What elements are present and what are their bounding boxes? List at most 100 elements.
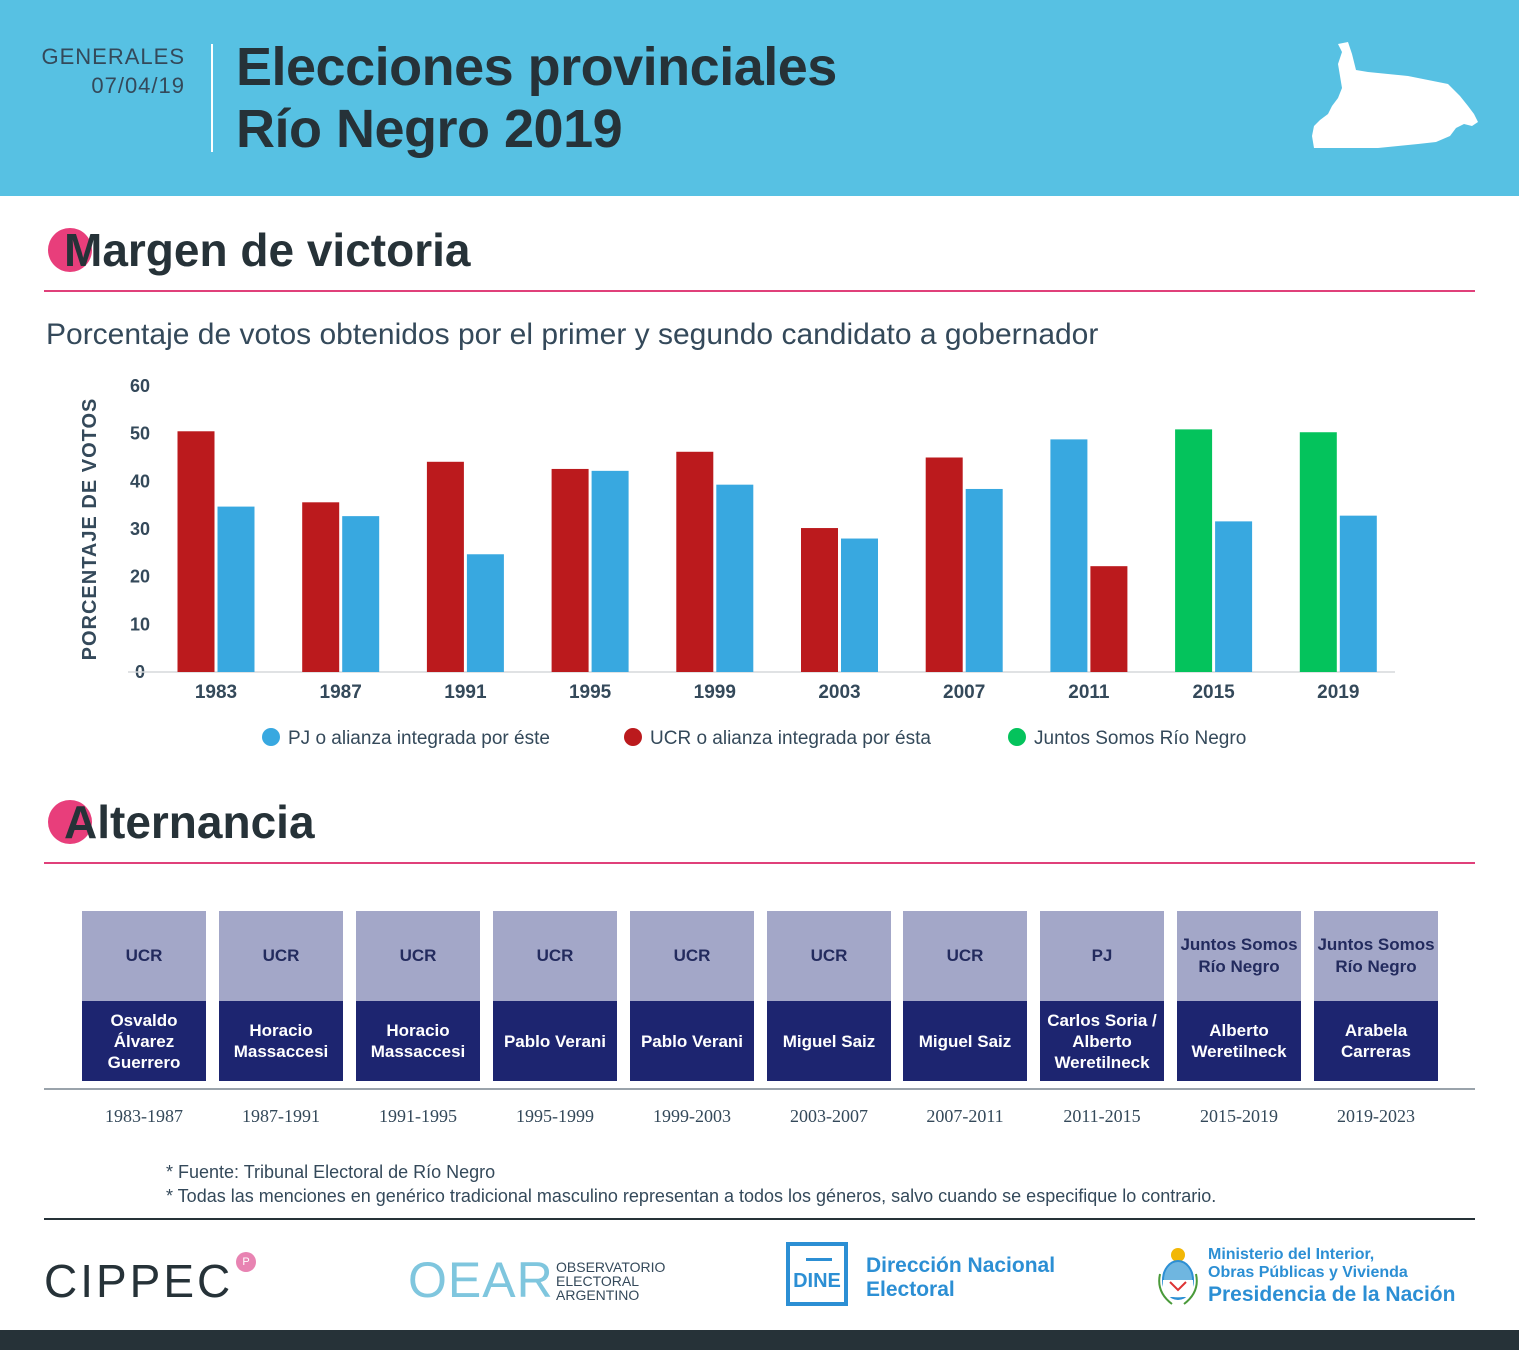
- y-tick-label: 60: [130, 376, 150, 396]
- title-line-2: Río Negro 2019: [236, 99, 623, 159]
- coat-of-arms-icon: [1158, 1248, 1198, 1305]
- kicker-label: GENERALES: [41, 44, 185, 69]
- x-tick-label: 2011: [1068, 682, 1110, 703]
- term-card: UCR Miguel Saiz 2003-2007: [767, 911, 891, 1126]
- y-tick-label: 20: [130, 567, 150, 587]
- term-party: UCR: [767, 911, 891, 1001]
- election-kicker: GENERALES 07/04/19: [42, 42, 186, 100]
- legend-pj-label: PJ o alianza integrada por éste: [288, 728, 550, 749]
- section-bullet: [48, 800, 92, 844]
- y-tick-label: 40: [130, 471, 150, 491]
- oear-text: OBSERVATORIO ELECTORAL ARGENTINO: [556, 1260, 665, 1302]
- legend-item-jsrn: Juntos Somos Río Negro: [1008, 728, 1246, 750]
- term-governor: Miguel Saiz: [903, 1001, 1027, 1081]
- section-bullet: [48, 228, 92, 272]
- term-party: Juntos Somos Río Negro: [1177, 911, 1301, 1001]
- term-governor: Miguel Saiz: [767, 1001, 891, 1081]
- term-period: 2015-2019: [1200, 1106, 1278, 1126]
- header-divider: [211, 44, 213, 152]
- legend-jsrn-label: Juntos Somos Río Negro: [1034, 728, 1247, 749]
- term-period: 1995-1999: [516, 1106, 594, 1126]
- term-governor: Pablo Verani: [493, 1001, 617, 1081]
- term-party: UCR: [493, 911, 617, 1001]
- bar-first-1983: [177, 431, 215, 672]
- bar-first-1999: [676, 451, 714, 672]
- legend-ucr-label: UCR o alianza integrada por ésta: [650, 728, 931, 749]
- kicker-date: 07/04/19: [91, 73, 185, 98]
- term-period: 1983-1987: [105, 1106, 183, 1126]
- dine-box-icon: DINE: [786, 1242, 848, 1306]
- ministry-line: Obras Públicas y Vivienda: [1208, 1264, 1408, 1281]
- footnotes: * Fuente: Tribunal Electoral de Río Negr…: [166, 1160, 1216, 1208]
- bar-first-2007: [925, 457, 963, 672]
- ministry-text: Ministerio del Interior, Obras Públicas …: [1208, 1246, 1455, 1308]
- term-party: UCR: [219, 911, 343, 1001]
- term-period: 1991-1995: [379, 1106, 457, 1126]
- cippec-badge-icon: P: [236, 1252, 256, 1272]
- term-card: Juntos Somos Río Negro Alberto Weretilne…: [1177, 911, 1301, 1126]
- bar-second-2015: [1215, 521, 1253, 672]
- term-governor: Osvaldo Álvarez Guerrero: [82, 1001, 206, 1081]
- term-governor: Carlos Soria / Alberto Weretilneck: [1040, 1001, 1164, 1081]
- oear-line: ARGENTINO: [556, 1287, 640, 1303]
- section-divider: [44, 290, 1475, 292]
- x-tick-label: 1987: [320, 682, 362, 703]
- x-tick-label: 2015: [1192, 682, 1235, 703]
- term-card: UCR Horacio Massaccesi 1987-1991: [219, 911, 343, 1126]
- bar-second-1983: [217, 506, 255, 672]
- bar-second-1991: [466, 554, 504, 672]
- term-period: 2019-2023: [1337, 1106, 1415, 1126]
- dine-line: Electoral: [866, 1278, 955, 1301]
- chart-title: Porcentaje de votos obtenidos por el pri…: [46, 318, 1099, 351]
- term-party: UCR: [903, 911, 1027, 1001]
- legend-ucr-swatch: [624, 728, 642, 746]
- bar-first-2015: [1175, 429, 1213, 672]
- cippec-wordmark: CIPPEC: [44, 1255, 234, 1307]
- term-governor: Horacio Massaccesi: [219, 1001, 343, 1081]
- x-tick-label: 1999: [694, 682, 736, 703]
- bar-second-2007: [965, 488, 1003, 672]
- source-note: * Fuente: Tribunal Electoral de Río Negr…: [166, 1162, 496, 1182]
- term-period: 2011-2015: [1063, 1106, 1141, 1126]
- term-period: 1999-2003: [653, 1106, 731, 1126]
- term-party: UCR: [82, 911, 206, 1001]
- bar-second-2003: [841, 538, 878, 672]
- oear-logo: OEAR OBSERVATORIO ELECTORAL ARGENTINO: [408, 1252, 665, 1308]
- oear-mark: OEAR: [408, 1252, 554, 1308]
- term-period: 1987-1991: [242, 1106, 320, 1126]
- ministry-logo: Ministerio del Interior, Obras Públicas …: [1158, 1246, 1455, 1311]
- legend-item-ucr: UCR o alianza integrada por ésta: [624, 728, 931, 750]
- ministry-line: Presidencia de la Nación: [1208, 1283, 1456, 1306]
- term-party: Juntos Somos Río Negro: [1314, 911, 1438, 1001]
- dine-text: Dirección Nacional Electoral: [866, 1254, 1055, 1302]
- cippec-logo: CIPPEC P: [44, 1252, 256, 1308]
- section-margin-title: Margen de victoria: [64, 224, 471, 276]
- y-tick-label: 50: [130, 424, 150, 444]
- term-card: UCR Horacio Massaccesi 1991-1995: [356, 911, 480, 1126]
- term-card: UCR Pablo Verani 1999-2003: [630, 911, 754, 1126]
- dine-mark: DINE: [793, 1270, 841, 1292]
- x-tick-label: 2007: [943, 682, 985, 703]
- y-axis-title: PORCENTAJE DE VOTOS: [79, 398, 101, 661]
- section-alternancia-title: Alternancia: [64, 796, 315, 848]
- dine-bar-icon: [806, 1258, 832, 1261]
- footer-divider: [44, 1218, 1475, 1220]
- term-card: Juntos Somos Río Negro Arabela Carreras …: [1314, 911, 1438, 1126]
- title-line-1: Elecciones provinciales: [236, 37, 837, 97]
- term-period: 2003-2007: [790, 1106, 868, 1126]
- term-governor: Horacio Massaccesi: [356, 1001, 480, 1081]
- legend-pj-swatch: [262, 728, 280, 746]
- bar-second-1987: [342, 516, 380, 672]
- bar-second-2019: [1339, 515, 1377, 672]
- bar-first-1987: [302, 502, 340, 672]
- y-tick-label: 30: [130, 519, 150, 539]
- bottom-bar: [0, 1330, 1519, 1350]
- bar-second-2011: [1090, 566, 1128, 672]
- dine-line: Dirección Nacional: [866, 1254, 1056, 1277]
- bar-second-1995: [591, 470, 629, 672]
- x-tick-label: 1995: [569, 682, 612, 703]
- gender-note: * Todas las menciones en genérico tradic…: [166, 1186, 1217, 1206]
- ministry-line: Ministerio del Interior,: [1208, 1246, 1375, 1263]
- bar-second-1999: [716, 484, 754, 672]
- section-divider: [44, 862, 1475, 864]
